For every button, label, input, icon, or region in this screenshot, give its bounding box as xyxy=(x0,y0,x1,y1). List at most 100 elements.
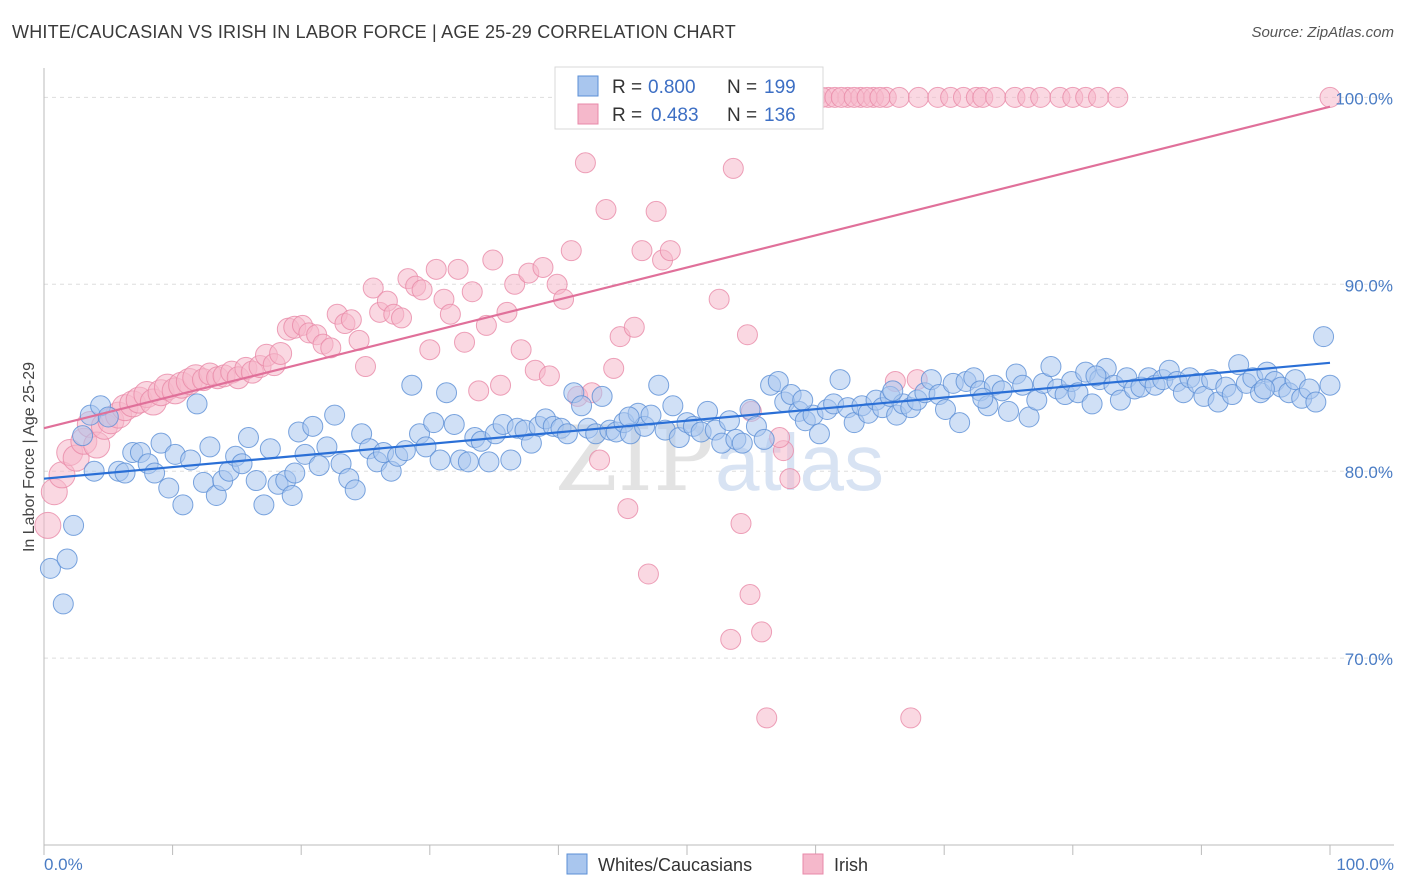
white-point xyxy=(767,370,789,392)
white-point xyxy=(344,479,366,501)
legend-r-value-1: 0.800 xyxy=(648,77,696,98)
white-point xyxy=(56,548,78,570)
irish-point xyxy=(739,584,761,606)
irish-point xyxy=(720,628,742,650)
irish-point xyxy=(708,288,730,310)
legend-n-value-2: 136 xyxy=(764,105,796,126)
white-point xyxy=(302,415,324,437)
y-tick-label-100: 100.0% xyxy=(1335,89,1393,108)
white-point xyxy=(1081,393,1103,415)
white-point xyxy=(1040,356,1062,378)
white-point xyxy=(415,436,437,458)
legend-bottom-swatch-whites xyxy=(566,853,588,875)
white-trend-line xyxy=(43,361,1331,480)
white-points xyxy=(39,326,1341,615)
white-point xyxy=(150,432,172,454)
white-point xyxy=(52,593,74,615)
legend-bottom-label-irish: Irish xyxy=(834,855,868,875)
white-point xyxy=(731,432,753,454)
irish-point xyxy=(475,314,497,336)
legend-n-label-2: N = xyxy=(727,105,757,126)
white-point xyxy=(662,395,684,417)
chart-title: WHITE/CAUCASIAN VS IRISH IN LABOR FORCE … xyxy=(12,22,736,42)
white-point xyxy=(1313,326,1335,348)
white-point xyxy=(478,451,500,473)
irish-point xyxy=(504,273,526,295)
irish-point xyxy=(645,200,667,222)
irish-point xyxy=(454,331,476,353)
irish-point xyxy=(730,513,752,535)
irish-point xyxy=(461,281,483,303)
white-point xyxy=(423,412,445,434)
white-point xyxy=(949,412,971,434)
legend-bottom-swatch-irish xyxy=(802,853,824,875)
irish-point xyxy=(468,380,490,402)
irish-point xyxy=(888,86,910,108)
irish-point xyxy=(1088,86,1110,108)
white-point xyxy=(556,423,578,445)
irish-point xyxy=(391,307,413,329)
irish-point xyxy=(419,339,441,361)
white-point xyxy=(281,484,303,506)
irish-point xyxy=(447,258,469,280)
white-point xyxy=(1319,374,1341,396)
white-point xyxy=(394,440,416,462)
irish-point xyxy=(623,316,645,338)
white-point xyxy=(718,410,740,432)
legend-bottom: Whites/Caucasians Irish xyxy=(566,853,868,875)
irish-point xyxy=(411,279,433,301)
white-point xyxy=(1221,384,1243,406)
irish-points xyxy=(34,86,1341,729)
white-point xyxy=(199,436,221,458)
white-point xyxy=(808,423,830,445)
irish-point xyxy=(751,621,773,643)
irish-point xyxy=(637,563,659,585)
white-point xyxy=(253,494,275,516)
white-point xyxy=(998,400,1019,422)
irish-point xyxy=(617,498,639,520)
irish-point xyxy=(603,357,625,379)
white-point xyxy=(436,382,458,404)
white-point xyxy=(1305,391,1327,413)
white-point xyxy=(571,395,593,417)
irish-point xyxy=(631,240,653,262)
white-point xyxy=(259,438,281,460)
legend-top-box xyxy=(554,66,824,130)
irish-point xyxy=(538,365,560,387)
irish-point xyxy=(269,341,293,365)
y-tick-label-70: 70.0% xyxy=(1345,650,1393,669)
legend-r-label-1: R = xyxy=(612,77,642,98)
white-point xyxy=(792,389,814,411)
legend-bottom-label-whites: Whites/Caucasians xyxy=(598,855,752,875)
white-point xyxy=(934,399,956,421)
white-point xyxy=(618,406,640,428)
irish-point xyxy=(756,707,778,729)
legend-n-label-1: N = xyxy=(727,77,757,98)
white-point xyxy=(1067,382,1089,404)
legend-r-label-2: R = xyxy=(612,105,642,126)
white-point xyxy=(144,462,166,484)
white-point xyxy=(237,427,259,449)
white-point xyxy=(640,404,662,426)
irish-point xyxy=(736,324,758,346)
white-point xyxy=(245,470,267,492)
white-point xyxy=(172,494,194,516)
white-point xyxy=(429,449,451,471)
white-point xyxy=(443,413,465,435)
irish-trend-line xyxy=(43,105,1331,430)
white-point xyxy=(753,428,775,450)
white-point xyxy=(829,369,851,391)
white-point xyxy=(882,380,904,402)
irish-point xyxy=(510,339,532,361)
irish-point xyxy=(659,240,681,262)
irish-point xyxy=(425,258,447,280)
irish-point xyxy=(779,468,801,490)
irish-point xyxy=(589,449,611,471)
y-tick-labels: 70.0% 80.0% 90.0% 100.0% xyxy=(1335,89,1393,669)
legend-n-value-1: 199 xyxy=(764,77,796,98)
x-tick-label-max: 100.0% xyxy=(1336,855,1394,874)
white-point xyxy=(591,385,613,407)
white-point xyxy=(500,449,522,471)
irish-point xyxy=(490,374,512,396)
